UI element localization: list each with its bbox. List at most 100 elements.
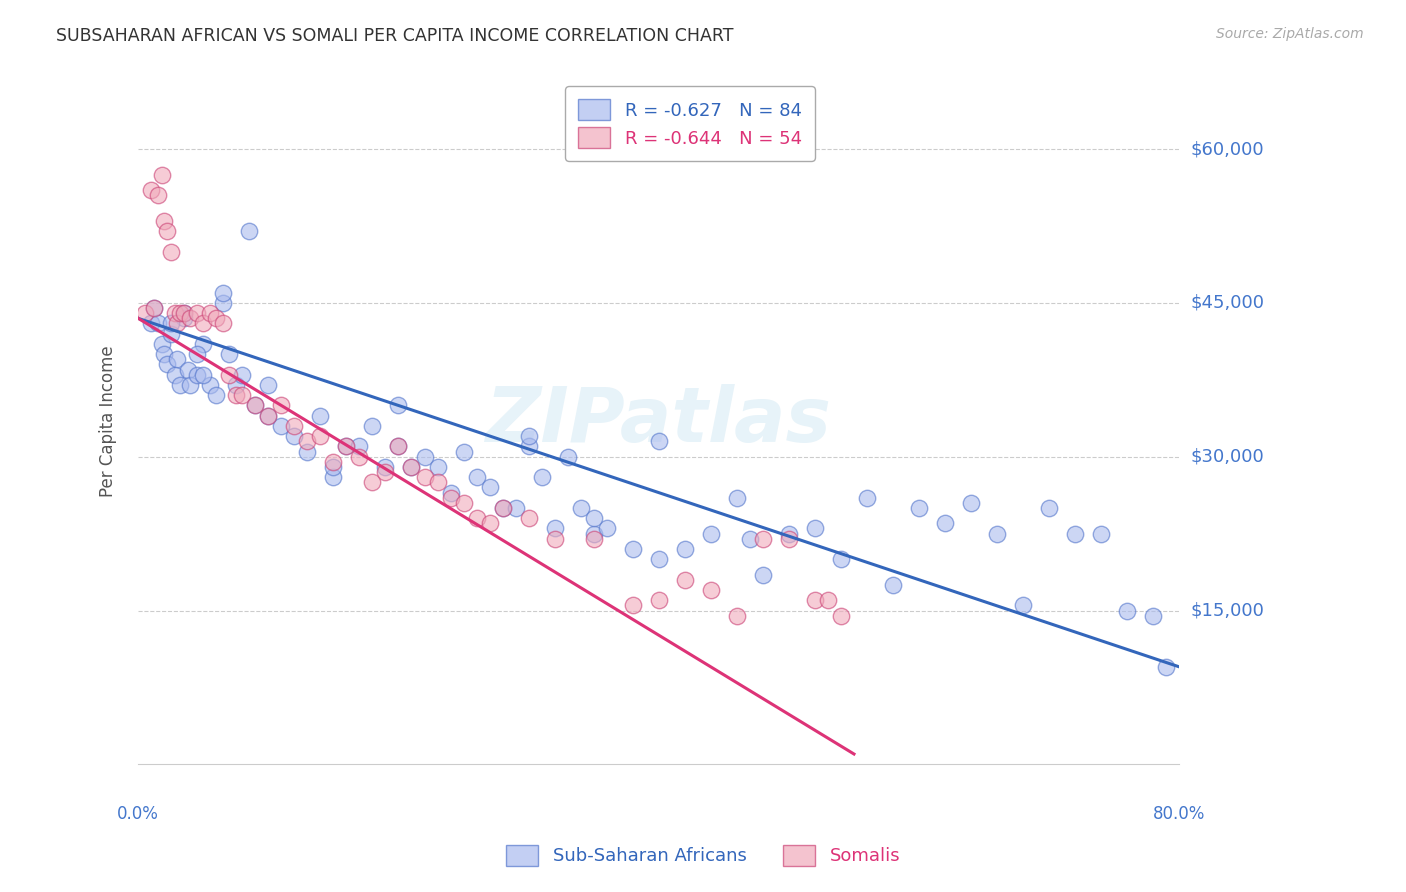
Point	[169, 306, 191, 320]
Point	[159, 244, 181, 259]
Point	[557, 450, 579, 464]
Point	[186, 347, 208, 361]
Text: ZIPatlas: ZIPatlas	[485, 384, 832, 458]
Point	[198, 306, 221, 320]
Point	[134, 306, 156, 320]
Point	[569, 500, 592, 515]
Point	[517, 511, 540, 525]
Point	[297, 444, 319, 458]
Point	[1012, 599, 1035, 613]
Point	[1064, 526, 1087, 541]
Point	[193, 317, 215, 331]
Point	[225, 378, 247, 392]
Point	[374, 460, 396, 475]
Point	[543, 532, 565, 546]
Point	[882, 578, 904, 592]
Text: 80.0%: 80.0%	[1153, 805, 1205, 823]
Point	[517, 440, 540, 454]
Point	[401, 460, 423, 475]
Text: Source: ZipAtlas.com: Source: ZipAtlas.com	[1216, 27, 1364, 41]
Point	[198, 378, 221, 392]
Point	[830, 552, 852, 566]
Point	[361, 475, 384, 490]
Point	[179, 311, 201, 326]
Point	[673, 573, 696, 587]
Point	[193, 337, 215, 351]
Legend: Sub-Saharan Africans, Somalis: Sub-Saharan Africans, Somalis	[494, 832, 912, 879]
Point	[218, 368, 240, 382]
Point	[146, 188, 169, 202]
Point	[621, 541, 644, 556]
Point	[153, 214, 176, 228]
Point	[361, 419, 384, 434]
Point	[491, 500, 513, 515]
Point	[179, 378, 201, 392]
Point	[173, 311, 195, 326]
Point	[387, 440, 409, 454]
Point	[257, 409, 280, 423]
Point	[211, 296, 233, 310]
Point	[752, 532, 775, 546]
Point	[700, 582, 723, 597]
Point	[1038, 500, 1060, 515]
Point	[238, 224, 260, 238]
Point	[478, 481, 501, 495]
Point	[478, 516, 501, 531]
Point	[150, 337, 173, 351]
Point	[142, 301, 165, 315]
Point	[439, 491, 461, 505]
Point	[401, 460, 423, 475]
Point	[218, 347, 240, 361]
Point	[960, 496, 983, 510]
Point	[1116, 603, 1139, 617]
Point	[582, 532, 605, 546]
Point	[700, 526, 723, 541]
Point	[648, 593, 671, 607]
Point	[387, 399, 409, 413]
Point	[142, 301, 165, 315]
Point	[986, 526, 1008, 541]
Text: 0.0%: 0.0%	[117, 805, 159, 823]
Text: $15,000: $15,000	[1191, 601, 1264, 620]
Point	[193, 368, 215, 382]
Point	[738, 532, 761, 546]
Point	[648, 434, 671, 449]
Point	[374, 465, 396, 479]
Point	[309, 409, 332, 423]
Point	[211, 317, 233, 331]
Point	[349, 450, 371, 464]
Point	[582, 511, 605, 525]
Point	[322, 470, 344, 484]
Point	[156, 358, 179, 372]
Point	[270, 399, 292, 413]
Point	[1090, 526, 1112, 541]
Point	[530, 470, 553, 484]
Point	[426, 460, 449, 475]
Point	[245, 399, 267, 413]
Point	[141, 317, 163, 331]
Point	[159, 317, 181, 331]
Point	[231, 368, 253, 382]
Point	[908, 500, 931, 515]
Point	[166, 352, 188, 367]
Point	[163, 368, 186, 382]
Point	[283, 419, 305, 434]
Point	[387, 440, 409, 454]
Point	[804, 521, 827, 535]
Point	[830, 608, 852, 623]
Point	[150, 168, 173, 182]
Point	[582, 526, 605, 541]
Point	[752, 567, 775, 582]
Text: $60,000: $60,000	[1191, 140, 1264, 158]
Point	[453, 444, 475, 458]
Text: $30,000: $30,000	[1191, 448, 1264, 466]
Point	[163, 306, 186, 320]
Point	[725, 608, 748, 623]
Point	[491, 500, 513, 515]
Point	[856, 491, 879, 505]
Point	[349, 440, 371, 454]
Point	[426, 475, 449, 490]
Point	[225, 388, 247, 402]
Point	[934, 516, 956, 531]
Point	[778, 526, 800, 541]
